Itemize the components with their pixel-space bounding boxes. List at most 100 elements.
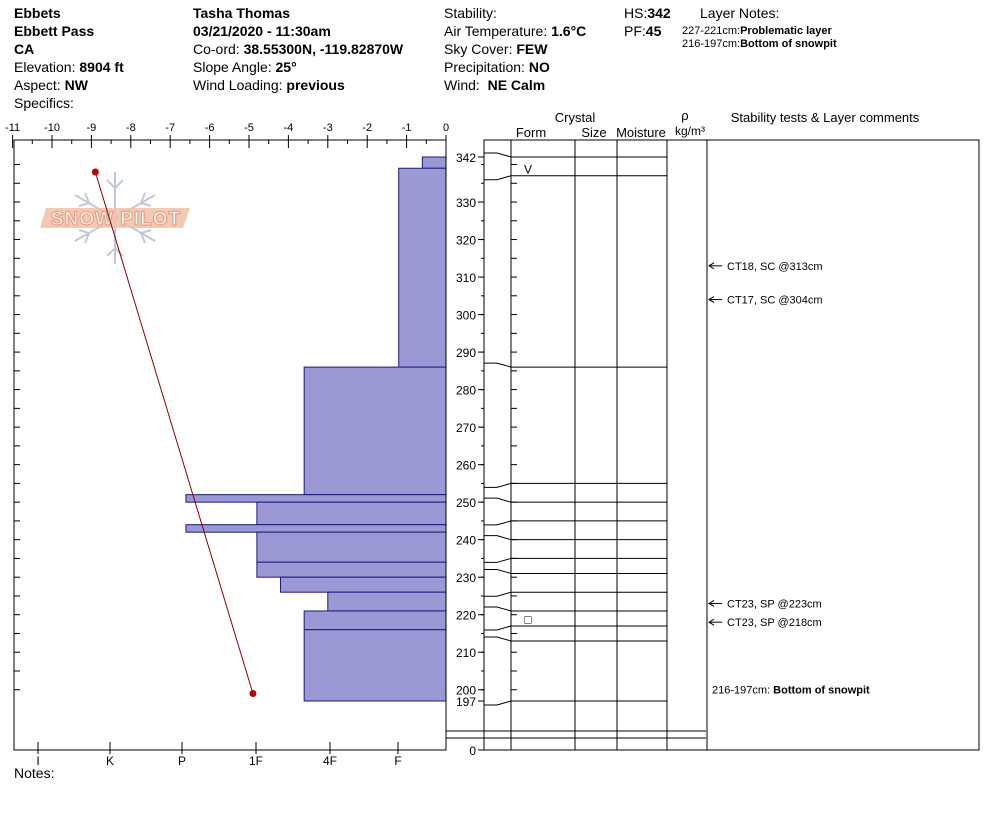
profile-point <box>91 168 99 176</box>
arrow-left-icon <box>708 262 715 270</box>
pf-label: PF: <box>624 23 646 39</box>
layer-note-1-range: 227-221cm: <box>682 25 741 37</box>
hardness-tick-label: I <box>36 754 39 768</box>
profile-point <box>249 689 257 697</box>
wind-value: NE Calm <box>487 77 546 93</box>
aspect-value: NW <box>64 77 88 93</box>
hardness-bar-8 <box>280 576 447 593</box>
layer-connector <box>484 482 512 488</box>
header-moisture: Moisture <box>616 125 666 140</box>
layer-connector <box>484 606 512 612</box>
layer-connector <box>484 152 512 158</box>
header-crystal: Crystal <box>555 110 596 125</box>
grain-form-symbol: V <box>524 162 532 176</box>
depth-tick-label: 200 <box>456 684 476 698</box>
elevation-value: 8904 ft <box>79 59 124 75</box>
layer-connector <box>484 362 512 368</box>
top-tick-label: 0 <box>443 122 449 134</box>
layer-comment-text: Bottom of snowpit <box>773 685 870 697</box>
slope-value: 25° <box>275 59 297 75</box>
hardness-tick-label: P <box>178 754 186 768</box>
slope-label: Slope Angle: <box>193 59 272 75</box>
hardness-bar-3 <box>185 494 447 503</box>
hs-label: HS: <box>624 5 648 21</box>
air-temp-value: 1.6°C <box>551 23 587 39</box>
hardness-bar-10 <box>303 610 447 631</box>
wind-loading-value: previous <box>286 77 345 93</box>
depth-tick-label: 260 <box>456 459 476 473</box>
wind-label: Wind: <box>444 77 480 93</box>
header-density-unit: kg/m³ <box>675 124 705 138</box>
layer-connector <box>484 636 512 642</box>
snowpilot-logo: SNOW PILOT <box>40 172 190 264</box>
profile-line <box>94 171 254 694</box>
depth-tick-label: 342 <box>456 151 476 165</box>
hardness-tick-label: 1F <box>249 754 263 768</box>
layer-connector <box>484 520 512 526</box>
layer-connector <box>484 700 512 706</box>
sky-label: Sky Cover: <box>444 41 513 57</box>
top-tick-label: -7 <box>165 122 175 134</box>
top-tick-label: -2 <box>362 122 372 134</box>
air-temp-label: Air Temperature: <box>444 23 548 39</box>
top-tick-label: -10 <box>44 122 60 134</box>
sky-value: FEW <box>516 41 548 57</box>
stability-test-label: CT18, SC @313cm <box>727 261 823 273</box>
notes-label: Notes: <box>14 765 55 781</box>
hardness-bar-6 <box>256 531 447 563</box>
depth-tick-label: 210 <box>456 646 476 660</box>
layer-connector <box>484 557 512 563</box>
precip-label: Precipitation: <box>444 59 525 75</box>
stability-label: Stability: <box>444 5 497 21</box>
site: Ebbett Pass <box>14 23 95 39</box>
layer-notes-title: Layer Notes: <box>700 5 780 21</box>
hardness-bar-4 <box>256 501 447 526</box>
top-tick-label: -11 <box>5 122 20 134</box>
stability-test-label: CT23, SP @223cm <box>727 598 822 610</box>
top-tick-label: -9 <box>87 122 97 134</box>
snow-profile-chart: Crystal Form Size Moisture ρ kg/m³ Stabi… <box>5 108 980 768</box>
depth-tick-label: 270 <box>456 421 476 435</box>
pf-value: 45 <box>645 23 662 39</box>
depth-tick-label: 320 <box>456 234 476 248</box>
depth-tick-label: 330 <box>456 196 476 210</box>
arrow-left-icon <box>708 296 715 303</box>
specifics-label: Specifics: <box>14 95 74 111</box>
layer-frame <box>483 139 980 751</box>
depth-tick-label: 220 <box>456 609 476 623</box>
stability-test-label: CT23, SP @218cm <box>727 617 822 629</box>
hardness-tick-label: 4F <box>323 754 337 768</box>
depth-tick-label: 290 <box>456 346 476 360</box>
hardness-bar-7 <box>256 561 447 578</box>
coord-value: 38.55300N, -119.82870W <box>243 41 404 57</box>
depth-tick-label: 280 <box>456 384 476 398</box>
header-rho: ρ <box>681 108 688 123</box>
layer-connector <box>484 175 512 181</box>
layer-connector <box>484 591 512 597</box>
layer-comment-range: 216-197cm: <box>712 685 773 697</box>
top-tick-label: -8 <box>126 122 136 134</box>
layer-note-1-text: Problematic layer <box>740 25 832 37</box>
hardness-bar-2 <box>303 366 447 496</box>
depth-tick-label: 300 <box>456 309 476 323</box>
hardness-bar-11 <box>303 629 447 702</box>
state: CA <box>14 41 35 57</box>
header-form: Form <box>516 125 546 140</box>
hardness-bar-1 <box>398 167 447 368</box>
top-tick-label: -5 <box>244 122 254 134</box>
header-size: Size <box>581 125 606 140</box>
layer-connector <box>484 535 512 541</box>
hardness-bar-9 <box>327 591 447 612</box>
depth-tick-label: 197 <box>456 695 476 709</box>
arrow-left-icon <box>708 618 715 626</box>
depth-tick-label: 310 <box>456 271 476 285</box>
stability-test-label: CT17, SC @304cm <box>727 295 823 307</box>
layer-connector <box>484 568 512 574</box>
hardness-tick-label: F <box>394 754 401 768</box>
depth-tick-label: 240 <box>456 534 476 548</box>
layer-note-2-range: 216-197cm: <box>682 38 741 50</box>
top-tick-label: -3 <box>323 122 333 134</box>
elevation-label: Elevation: <box>14 59 76 75</box>
depth-tick-label: 230 <box>456 571 476 585</box>
aspect-label: Aspect: <box>14 77 61 93</box>
